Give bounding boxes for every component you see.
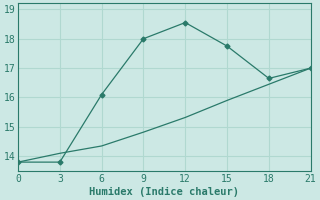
X-axis label: Humidex (Indice chaleur): Humidex (Indice chaleur)	[89, 186, 239, 197]
